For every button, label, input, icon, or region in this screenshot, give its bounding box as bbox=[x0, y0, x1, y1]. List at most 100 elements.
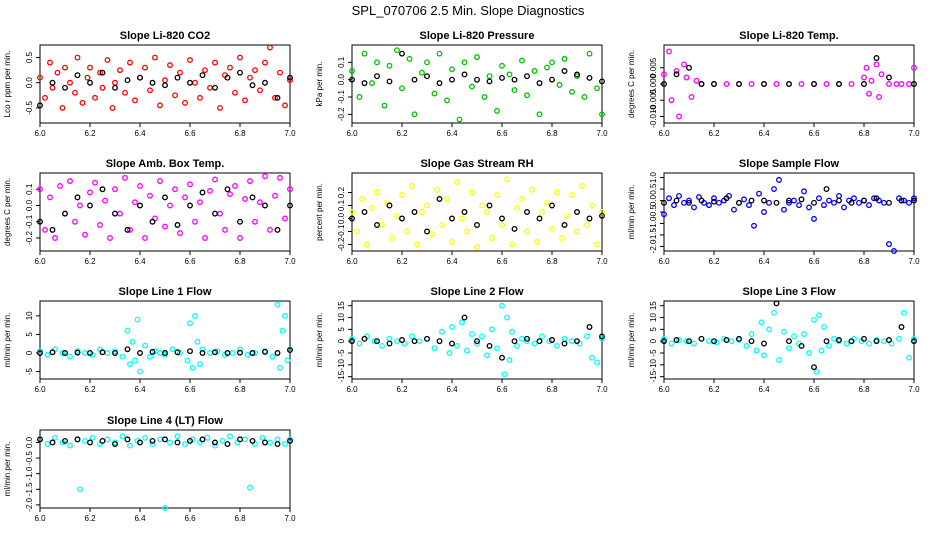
data-point bbox=[262, 173, 268, 180]
data-point bbox=[287, 77, 293, 84]
data-point bbox=[561, 335, 568, 342]
data-point bbox=[676, 113, 682, 120]
data-point bbox=[259, 434, 266, 441]
data-point bbox=[863, 64, 870, 71]
data-point bbox=[481, 94, 488, 100]
data-point bbox=[224, 74, 231, 81]
y-tick-label: -5 bbox=[25, 367, 34, 375]
data-point bbox=[162, 82, 168, 89]
data-point bbox=[247, 178, 253, 185]
data-point bbox=[599, 212, 605, 219]
data-point bbox=[262, 348, 268, 355]
data-point bbox=[511, 225, 518, 232]
x-tick-label: 7.0 bbox=[284, 129, 296, 138]
series-2-5-min bbox=[661, 55, 917, 87]
data-point bbox=[222, 226, 228, 233]
data-point bbox=[484, 352, 490, 359]
data-point bbox=[124, 436, 131, 443]
data-point bbox=[758, 319, 765, 326]
data-point bbox=[434, 186, 440, 193]
data-point bbox=[212, 442, 218, 449]
data-point bbox=[474, 340, 480, 347]
data-point bbox=[49, 439, 56, 446]
y-tick-label: 0 bbox=[649, 338, 658, 343]
data-point bbox=[549, 76, 555, 83]
data-point bbox=[212, 210, 218, 217]
series-2-5-min bbox=[37, 186, 293, 233]
data-point bbox=[287, 186, 293, 193]
data-point bbox=[474, 222, 480, 228]
data-point bbox=[424, 59, 430, 66]
data-point bbox=[499, 215, 505, 222]
data-point bbox=[876, 94, 882, 100]
data-point bbox=[586, 74, 593, 81]
data-point bbox=[806, 204, 812, 211]
x-tick-label: 6.2 bbox=[84, 257, 96, 266]
data-point bbox=[681, 199, 687, 206]
data-point bbox=[124, 327, 131, 334]
data-point bbox=[459, 215, 465, 222]
y-tick-label: -0.5 bbox=[25, 100, 34, 114]
data-point bbox=[506, 357, 513, 364]
data-point bbox=[574, 338, 580, 345]
series-all bbox=[349, 47, 605, 123]
x-tick-label: 6.0 bbox=[34, 514, 46, 523]
x-tick-label: 6.2 bbox=[396, 257, 408, 266]
data-point bbox=[439, 222, 445, 228]
data-point bbox=[671, 202, 677, 209]
data-point bbox=[411, 338, 418, 345]
data-point bbox=[87, 64, 93, 71]
data-point bbox=[49, 79, 56, 86]
y-tick-label: 0.0 bbox=[337, 74, 346, 86]
data-point bbox=[711, 198, 717, 205]
data-point bbox=[751, 222, 757, 229]
data-point bbox=[826, 197, 832, 204]
data-point bbox=[761, 352, 767, 359]
data-point bbox=[149, 348, 156, 355]
data-point bbox=[199, 346, 206, 353]
data-point bbox=[736, 81, 742, 87]
data-point bbox=[132, 199, 138, 206]
series-2-5-min bbox=[661, 186, 917, 206]
data-point bbox=[444, 97, 450, 104]
y-tick-label: -0.1 bbox=[337, 224, 346, 238]
data-point bbox=[856, 199, 862, 206]
x-tick-label: 7.0 bbox=[284, 514, 296, 523]
data-point bbox=[444, 196, 450, 202]
data-point bbox=[212, 84, 218, 91]
y-axis-label: kPa per min. bbox=[315, 62, 324, 107]
data-point bbox=[446, 350, 453, 356]
data-point bbox=[52, 235, 58, 241]
data-point bbox=[287, 202, 293, 209]
chart-panel-6: Slope Sample Flow ml/min per min. 6.0 6.2 6.… bbox=[627, 158, 920, 266]
y-axis-label: degrees C per min. bbox=[3, 178, 12, 246]
data-point bbox=[172, 92, 178, 99]
data-point bbox=[686, 338, 692, 345]
data-point bbox=[569, 88, 575, 95]
x-tick-label: 6.0 bbox=[658, 385, 670, 394]
data-point bbox=[723, 337, 730, 343]
data-point bbox=[189, 364, 196, 371]
data-point bbox=[142, 342, 148, 349]
data-point bbox=[117, 67, 123, 74]
panel-title: Slope Gas Stream RH bbox=[420, 158, 533, 170]
x-tick-label: 6.6 bbox=[496, 129, 508, 138]
data-point bbox=[112, 441, 118, 447]
panel-title: Slope Li-820 Pressure bbox=[420, 30, 535, 42]
y-axis-label: ml/min per min. bbox=[315, 313, 324, 368]
data-point bbox=[212, 176, 218, 183]
y-tick-label: -0.005 bbox=[649, 88, 658, 111]
plot-frame bbox=[351, 172, 603, 252]
x-tick-label: 6.4 bbox=[134, 385, 146, 394]
data-point bbox=[454, 342, 460, 349]
data-point bbox=[237, 54, 243, 61]
data-point bbox=[197, 361, 203, 368]
plot-frame bbox=[39, 172, 291, 252]
x-tick-label: 6.6 bbox=[184, 129, 196, 138]
x-tick-label: 6.6 bbox=[808, 129, 820, 138]
data-point bbox=[104, 350, 111, 356]
data-point bbox=[599, 333, 605, 340]
data-point bbox=[866, 202, 872, 209]
data-point bbox=[374, 338, 380, 345]
data-point bbox=[811, 81, 817, 87]
